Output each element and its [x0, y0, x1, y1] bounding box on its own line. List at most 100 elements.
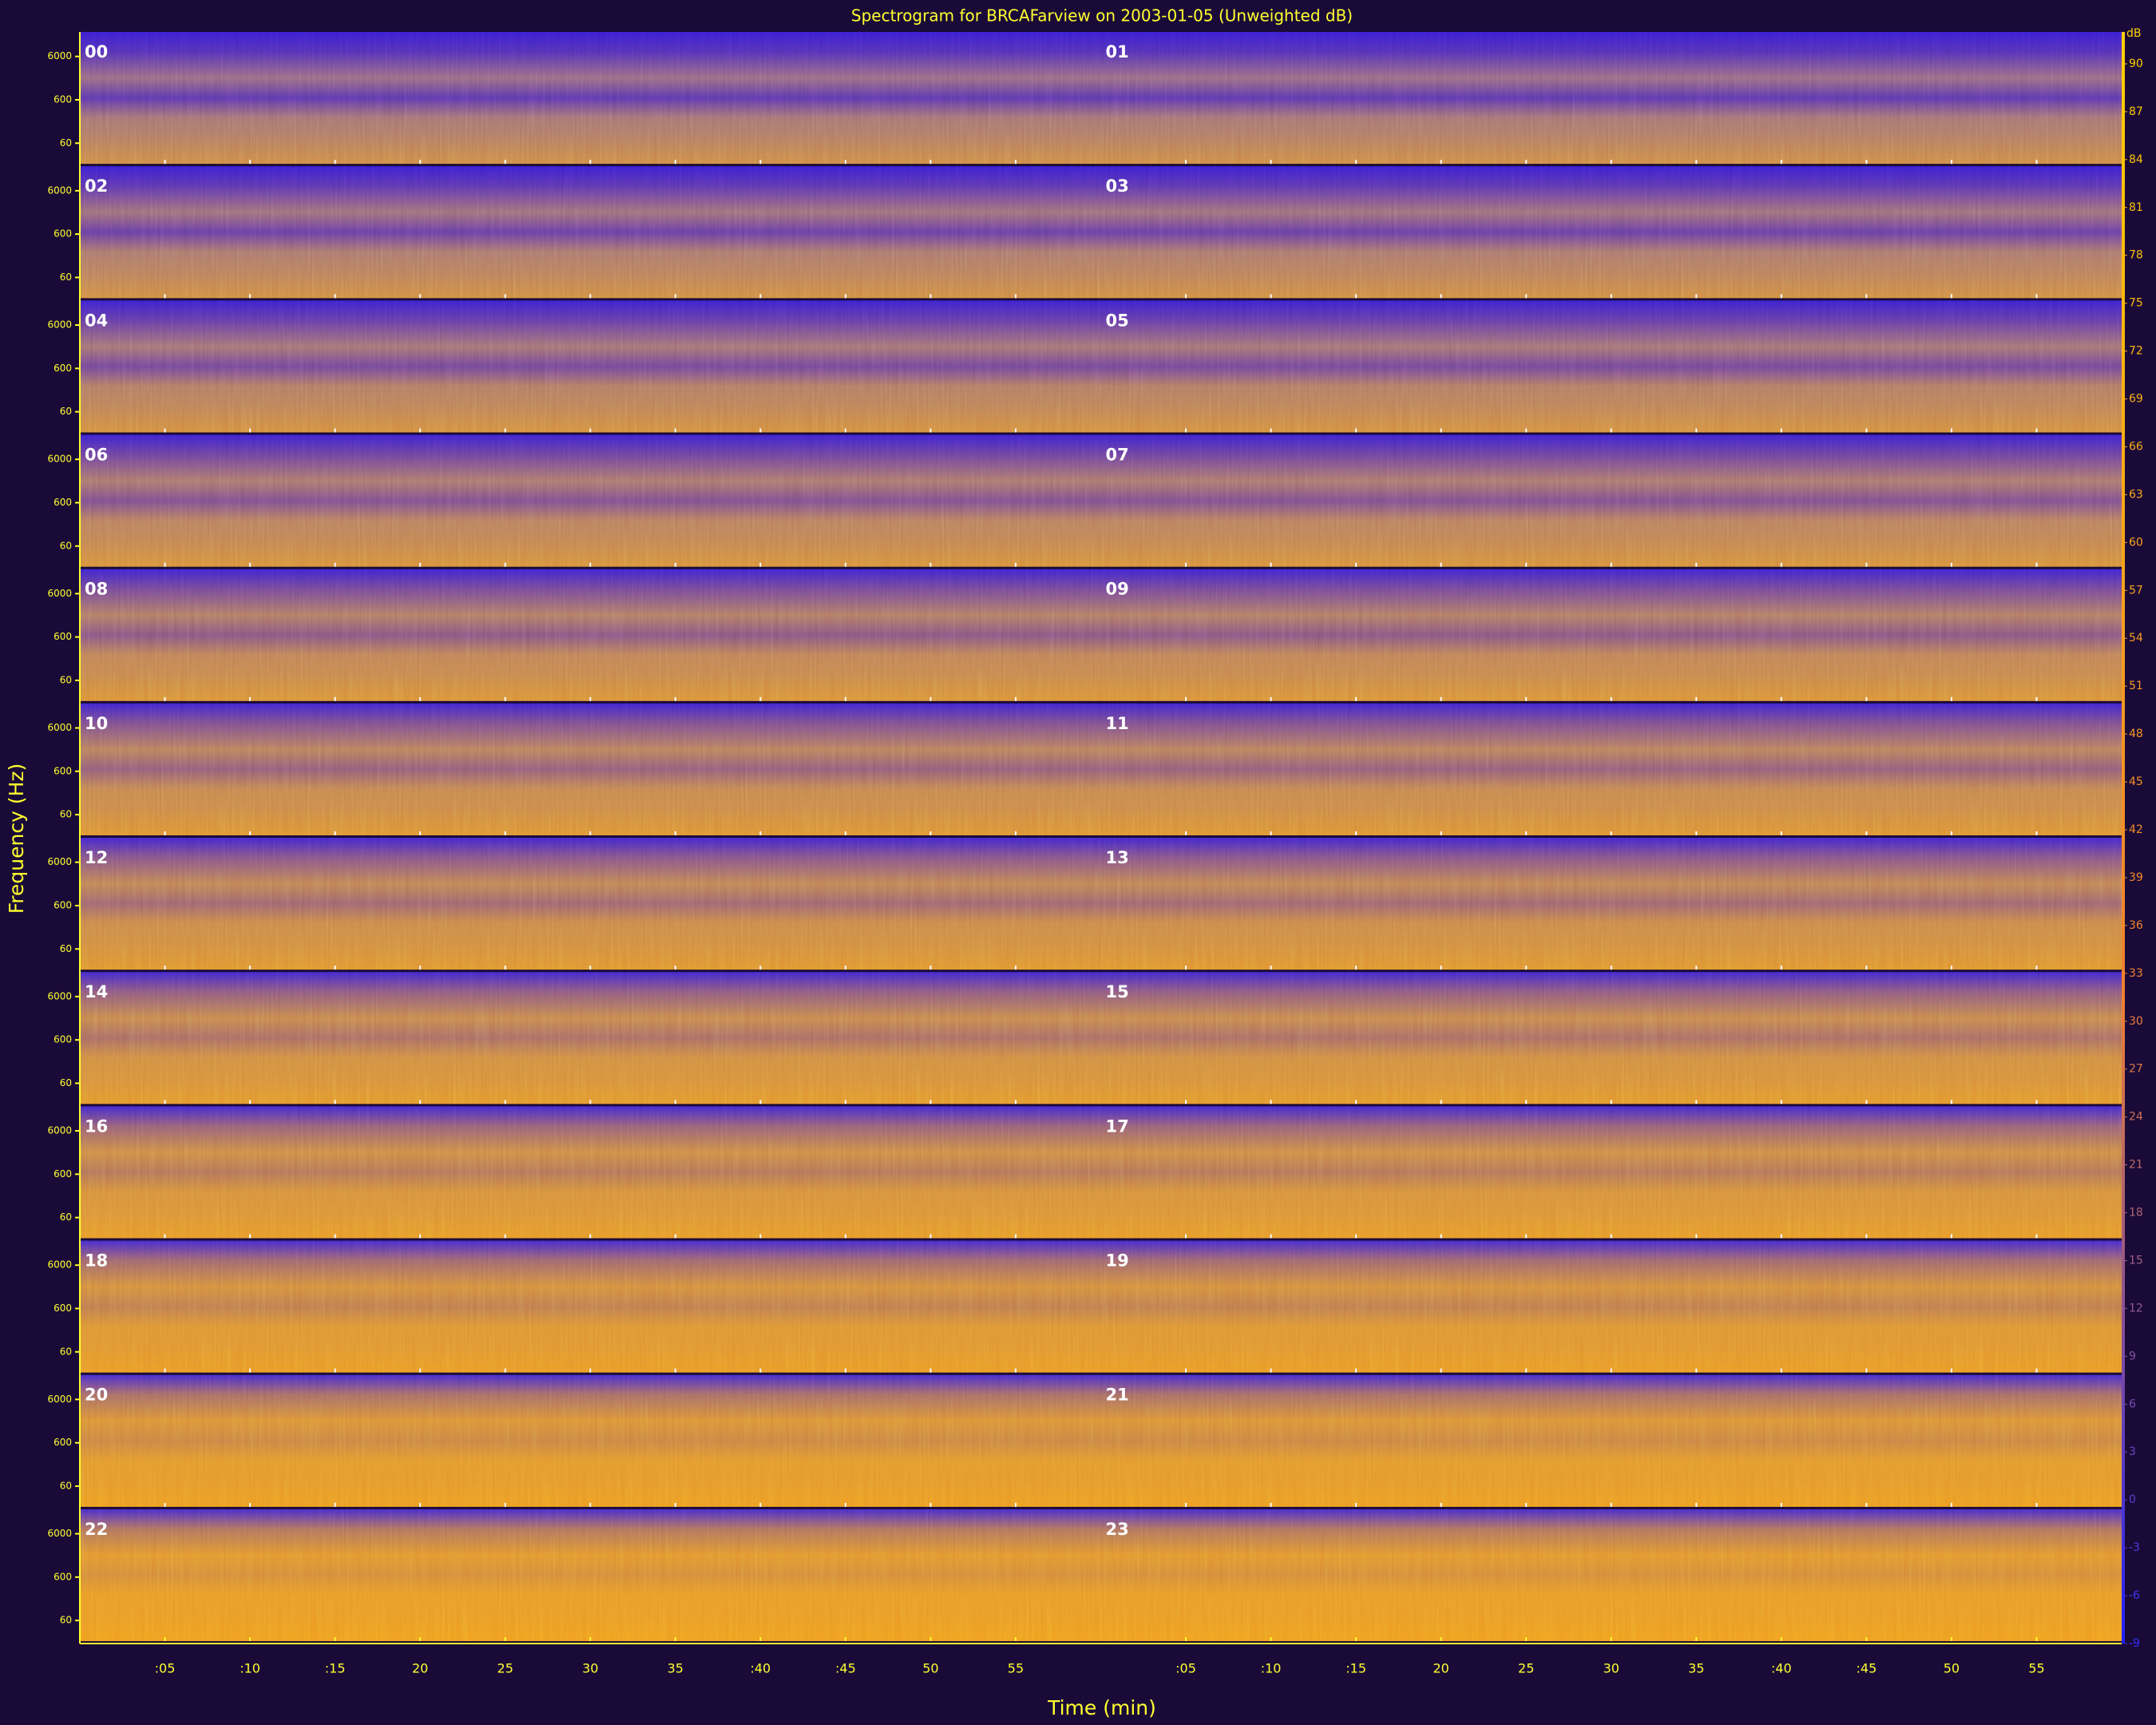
hour-label: 06: [85, 446, 108, 465]
spectrogram-texture: [80, 1374, 2122, 1507]
hour-label: 15: [1106, 982, 1129, 1001]
y-tick-label: 60: [60, 1615, 72, 1626]
hour-label: 22: [85, 1520, 108, 1539]
y-tick-label: 60: [60, 1077, 72, 1089]
y-tick-label: 600: [54, 1034, 72, 1045]
colorbar-tick-label: 12: [2129, 1302, 2143, 1315]
hour-label: 00: [85, 42, 108, 61]
colorbar-tick-label: 21: [2129, 1159, 2143, 1172]
colorbar-tick-label: 66: [2129, 440, 2143, 453]
hour-label: 04: [85, 311, 108, 330]
hour-label: 08: [85, 580, 108, 599]
y-tick-label: 600: [54, 1303, 72, 1314]
x-tick-label: :15: [325, 1661, 346, 1676]
hour-label: 03: [1106, 176, 1129, 196]
colorbar-tick-label: 48: [2129, 728, 2143, 740]
colorbar-tick-label: 87: [2129, 105, 2143, 118]
spectrogram-texture: [80, 972, 2122, 1104]
colorbar-tick-label: 27: [2129, 1063, 2143, 1076]
x-tick-label: 20: [1433, 1661, 1449, 1676]
colorbar-tick-label: 78: [2129, 249, 2143, 262]
y-tick-label: 600: [54, 1437, 72, 1448]
x-tick-label: 30: [582, 1661, 598, 1676]
colorbar-tick-label: 18: [2129, 1207, 2143, 1219]
colorbar-tick-label: 39: [2129, 871, 2143, 884]
x-tick-label: 20: [412, 1661, 428, 1676]
y-tick-label: 600: [54, 497, 72, 508]
y-tick-label: 60: [60, 272, 72, 283]
y-tick-label: 6000: [47, 1125, 72, 1136]
y-tick-label: 6000: [47, 990, 72, 1001]
hour-label: 20: [85, 1386, 108, 1405]
colorbar-tick-label: 72: [2129, 345, 2143, 358]
y-tick-label: 6000: [47, 454, 72, 465]
y-tick-label: 600: [54, 228, 72, 240]
hour-label: 05: [1106, 311, 1129, 330]
y-tick-label: 6000: [47, 856, 72, 867]
spectrogram-texture: [80, 300, 2122, 433]
colorbar-tick-label: 63: [2129, 488, 2143, 501]
colorbar-tick-label: -3: [2129, 1541, 2140, 1554]
y-tick-label: 60: [60, 809, 72, 820]
chart-title: Spectrogram for BRCAFarview on 2003-01-0…: [851, 6, 1353, 26]
x-tick-label: 35: [1688, 1661, 1704, 1676]
colorbar-tick-label: 3: [2129, 1445, 2136, 1458]
colorbar-tick-label: 0: [2129, 1493, 2136, 1506]
y-tick-label: 60: [60, 1480, 72, 1491]
hour-label: 17: [1106, 1116, 1129, 1136]
colorbar-tick-label: 36: [2129, 919, 2143, 932]
colorbar-tick-label: 57: [2129, 584, 2143, 597]
x-tick-label: 25: [1518, 1661, 1534, 1676]
colorbar-tick-label: 45: [2129, 775, 2143, 788]
x-tick-label: :45: [835, 1661, 856, 1676]
x-tick-label: :05: [1175, 1661, 1196, 1676]
hour-label: 10: [85, 714, 108, 733]
y-tick-label: 6000: [47, 1528, 72, 1539]
x-tick-label: 35: [668, 1661, 684, 1676]
y-tick-label: 6000: [47, 184, 72, 196]
colorbar-tick-label: 84: [2129, 153, 2143, 166]
hour-label: 19: [1106, 1251, 1129, 1271]
hour-label: 21: [1106, 1386, 1129, 1405]
colorbar-tick-label: -9: [2129, 1637, 2140, 1650]
y-tick-label: 600: [54, 765, 72, 776]
spectrogram-texture: [80, 434, 2122, 567]
y-tick-label: 60: [60, 943, 72, 954]
y-tick-label: 6000: [47, 588, 72, 599]
hour-label: 07: [1106, 446, 1129, 465]
hour-label: 11: [1106, 714, 1129, 733]
x-tick-label: 50: [1944, 1661, 1960, 1676]
colorbar-tick-label: 90: [2129, 58, 2143, 70]
colorbar-tick-label: -6: [2129, 1589, 2140, 1602]
x-tick-label: 25: [497, 1661, 513, 1676]
spectrogram-texture: [80, 703, 2122, 835]
hour-label: 18: [85, 1251, 108, 1271]
spectrogram-texture: [80, 1106, 2122, 1239]
x-tick-label: :45: [1857, 1661, 1877, 1676]
colorbar-tick-label: 15: [2129, 1254, 2143, 1267]
colorbar-label: dB: [2126, 27, 2142, 40]
colorbar-tick-label: 6: [2129, 1398, 2136, 1410]
x-tick-label: 55: [2028, 1661, 2044, 1676]
x-tick-label: :40: [1771, 1661, 1792, 1676]
y-tick-label: 600: [54, 363, 72, 374]
x-tick-label: :10: [240, 1661, 260, 1676]
colorbar-tick-label: 75: [2129, 297, 2143, 310]
x-tick-label: :40: [750, 1661, 771, 1676]
y-tick-label: 60: [60, 406, 72, 417]
hour-label: 14: [85, 982, 108, 1001]
y-tick-label: 60: [60, 1211, 72, 1223]
hour-label: 12: [85, 848, 108, 867]
colorbar-tick-label: 42: [2129, 823, 2143, 836]
y-tick-label: 600: [54, 1571, 72, 1582]
spectrogram-texture: [80, 166, 2122, 299]
x-tick-label: 30: [1603, 1661, 1619, 1676]
colorbar: [2122, 32, 2125, 1644]
y-tick-label: 6000: [47, 722, 72, 733]
y-axis-label: Frequency (Hz): [5, 763, 28, 914]
y-tick-label: 6000: [47, 319, 72, 331]
x-tick-label: 50: [922, 1661, 938, 1676]
hour-label: 13: [1106, 848, 1129, 867]
x-tick-label: :15: [1346, 1661, 1366, 1676]
